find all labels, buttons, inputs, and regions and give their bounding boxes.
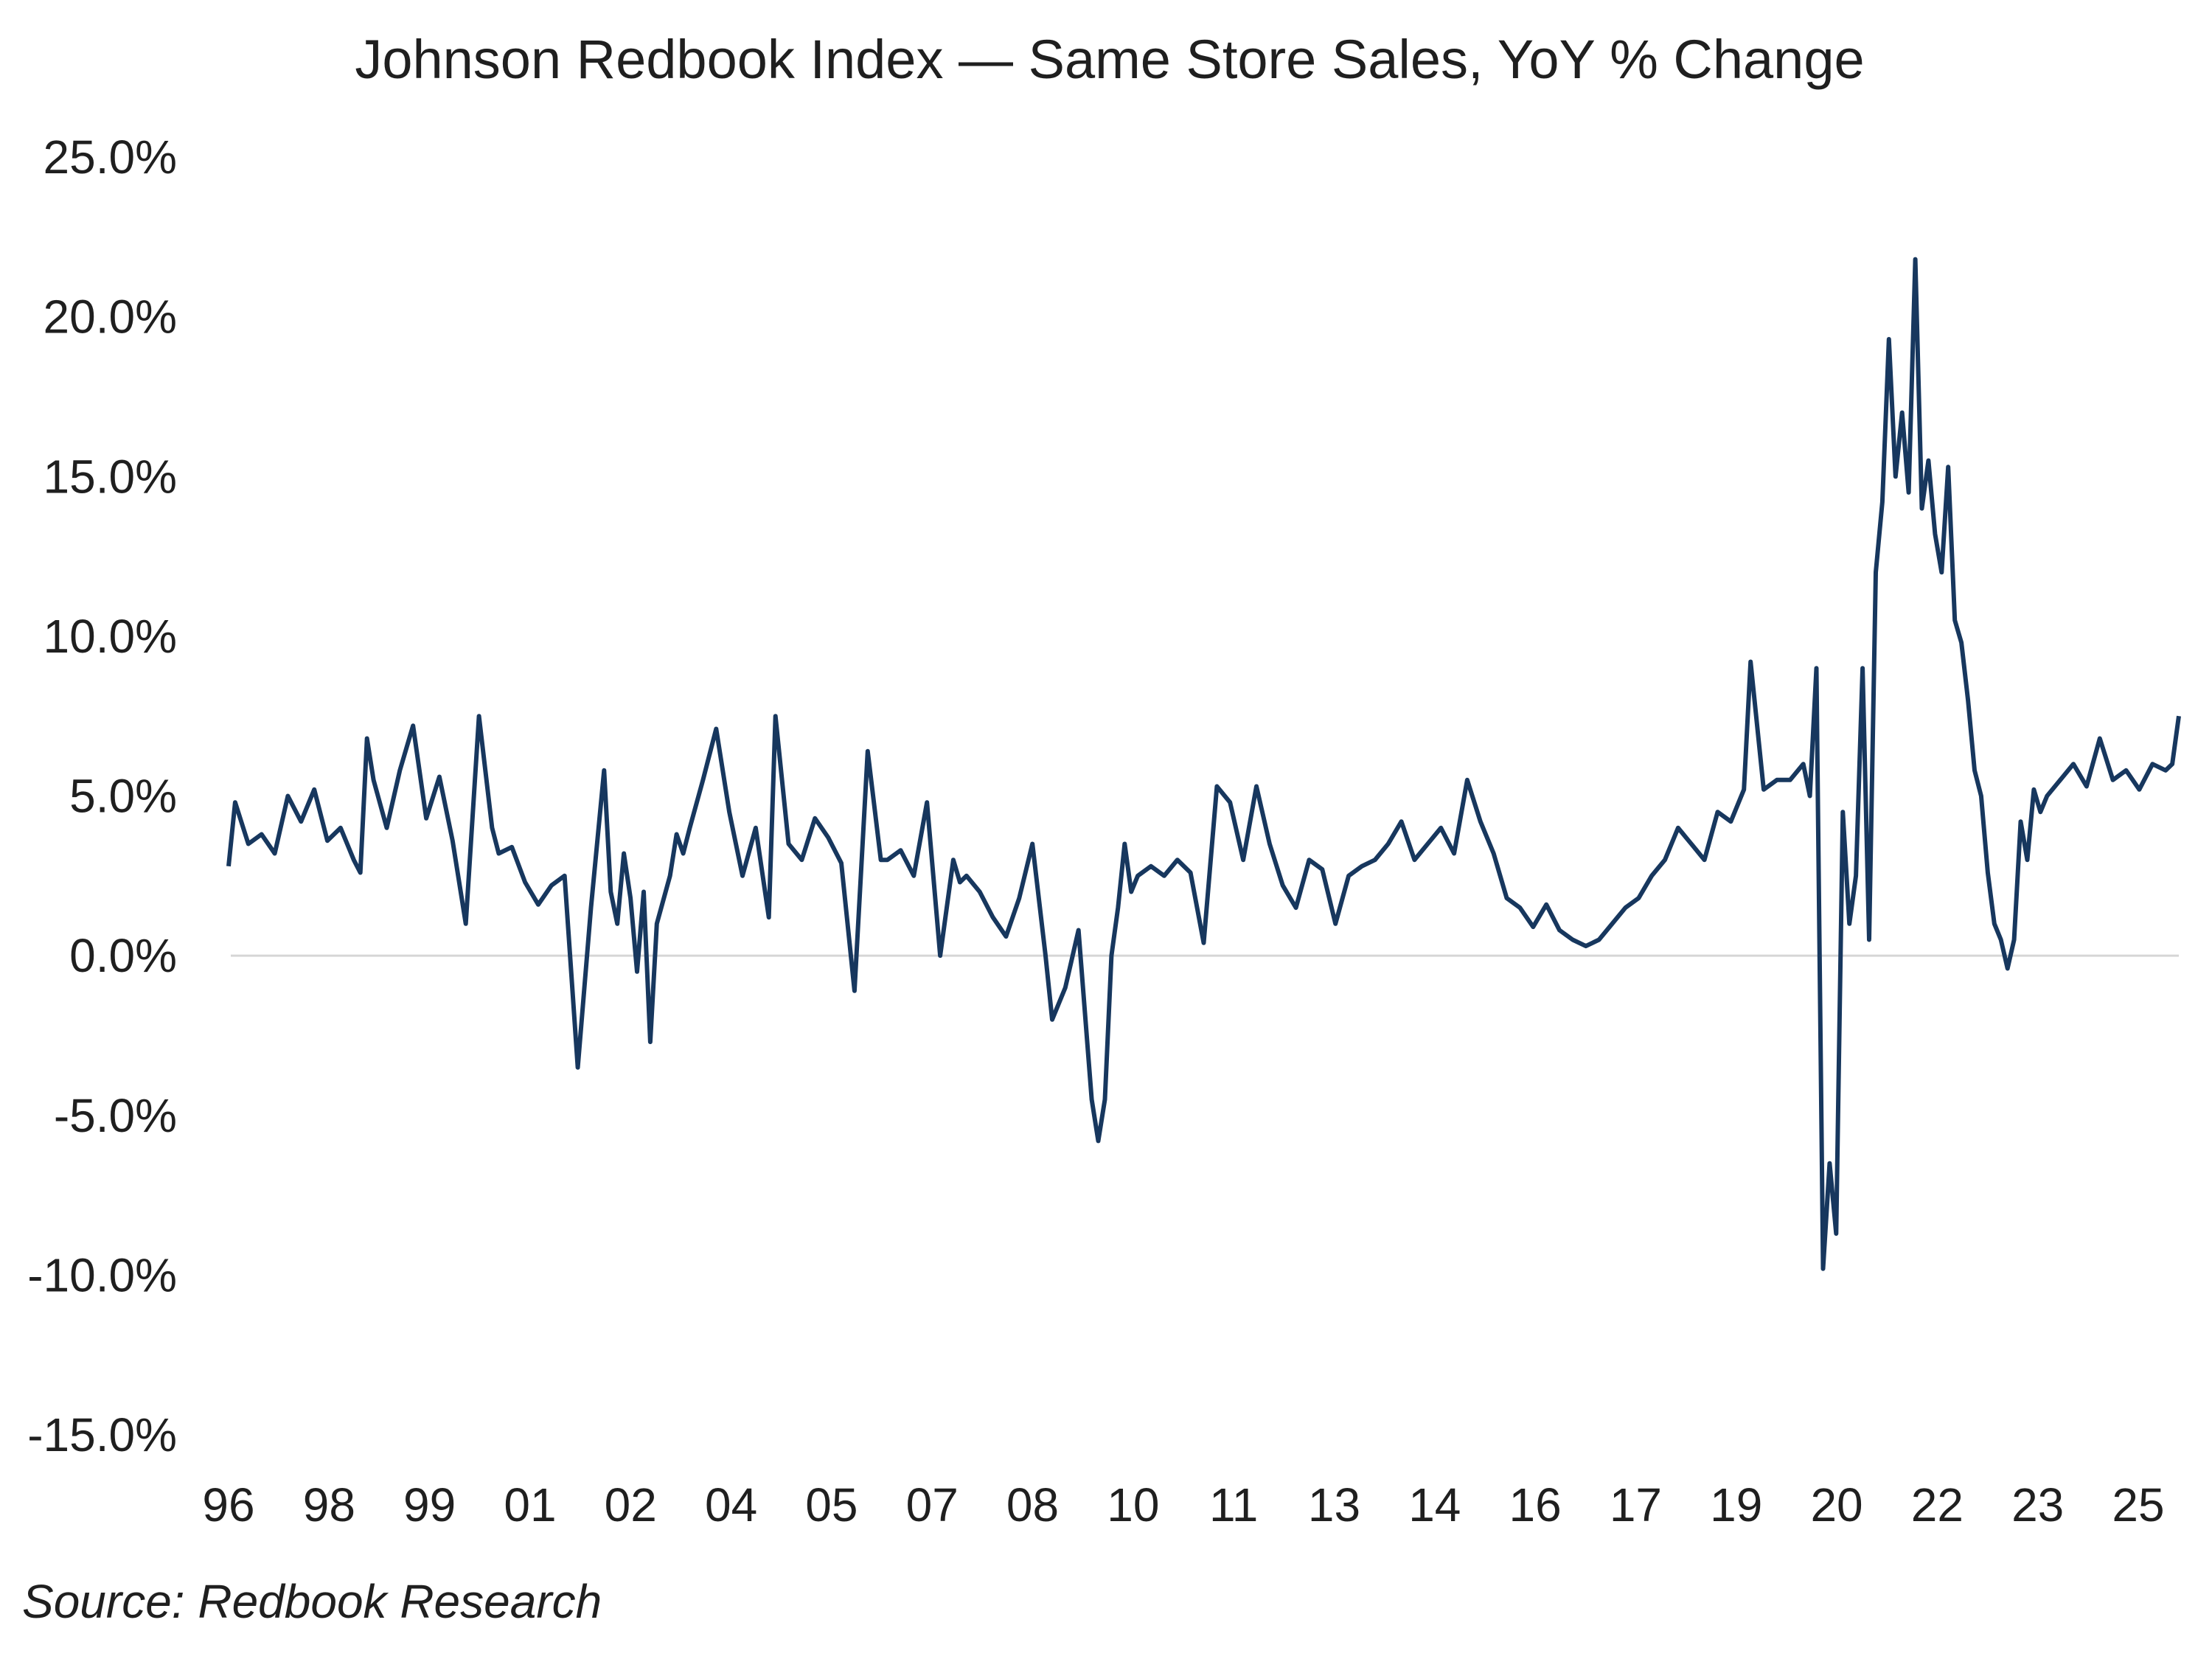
x-tick-label: 17 (1610, 1478, 1662, 1531)
x-tick-label: 25 (2112, 1478, 2164, 1531)
series-group (226, 257, 2181, 1271)
x-tick-label: 05 (805, 1478, 858, 1531)
series-line (226, 257, 2181, 1271)
x-tick-label: 19 (1710, 1478, 1762, 1531)
x-tick-label: 96 (202, 1478, 254, 1531)
y-tick-label: 0.0% (69, 929, 177, 982)
chart-title: Johnson Redbook Index — Same Store Sales… (355, 29, 1865, 90)
x-tick-label: 23 (2011, 1478, 2064, 1531)
x-tick-label: 98 (303, 1478, 355, 1531)
x-tick-label: 13 (1308, 1478, 1360, 1531)
y-tick-label: 15.0% (44, 450, 177, 503)
source-note: Source: Redbook Research (22, 1575, 602, 1628)
y-tick-label: 20.0% (44, 291, 177, 344)
x-tick-label: 20 (1810, 1478, 1863, 1531)
y-axis-tick-labels: 25.0% 20.0% 15.0% 10.0% 5.0% 0.0% -5.0% -10.0% -… (27, 131, 177, 1461)
y-tick-label: -10.0% (27, 1248, 177, 1301)
x-tick-label: 07 (906, 1478, 959, 1531)
y-tick-label: -15.0% (27, 1408, 177, 1461)
y-tick-label: 10.0% (44, 610, 177, 663)
x-tick-label: 10 (1107, 1478, 1159, 1531)
x-tick-label: 22 (1911, 1478, 1964, 1531)
y-tick-label: 25.0% (44, 131, 177, 184)
x-tick-label: 04 (705, 1478, 757, 1531)
y-tick-label: -5.0% (54, 1089, 177, 1142)
x-tick-label: 99 (403, 1478, 456, 1531)
x-tick-label: 08 (1006, 1478, 1059, 1531)
x-axis-tick-labels: 96 98 99 01 02 04 05 07 08 10 11 13 14 16 17 19 20 22 23 25 (202, 1478, 2164, 1531)
y-tick-label: 5.0% (69, 770, 177, 823)
x-tick-label: 14 (1408, 1478, 1461, 1531)
x-tick-label: 11 (1209, 1478, 1258, 1531)
x-tick-label: 01 (504, 1478, 556, 1531)
x-tick-label: 02 (605, 1478, 657, 1531)
x-tick-label: 16 (1509, 1478, 1562, 1531)
